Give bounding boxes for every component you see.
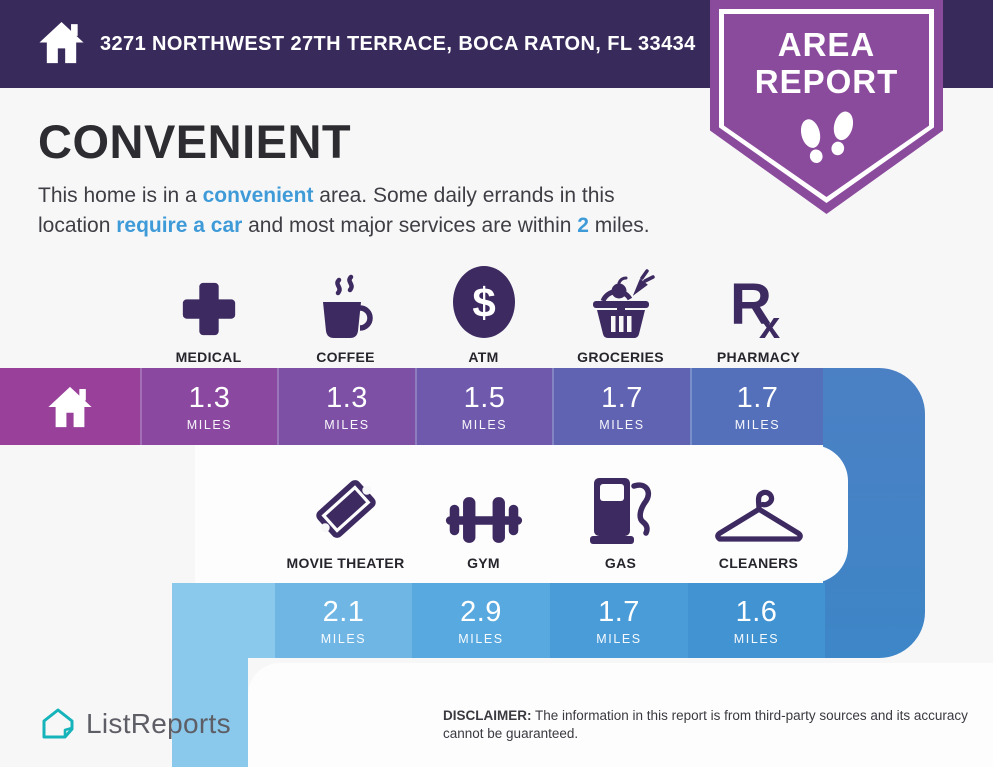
- distance-unit: MILES: [320, 631, 367, 646]
- summary-highlight: convenient: [202, 184, 314, 207]
- distance-unit: MILES: [596, 631, 642, 646]
- distance-unit: MILES: [599, 417, 645, 432]
- row2-card: [195, 445, 848, 583]
- poi-pharmacy: R x PHARMACY: [690, 256, 827, 365]
- distance-value: 2.1: [322, 595, 365, 628]
- distance-cell-gas: 1.7 MILES: [550, 583, 688, 658]
- distance-cell-groceries: 1.7 MILES: [552, 368, 690, 445]
- gas-pump-icon: [588, 462, 654, 546]
- summary-text: This home is in a convenient area. Some …: [38, 181, 698, 241]
- page-title: CONVENIENT: [38, 115, 352, 168]
- distance-cell-movie-theater: 2.1 MILES: [275, 583, 412, 658]
- distance-cell-coffee: 1.3 MILES: [277, 368, 415, 445]
- poi-label: GAS: [604, 555, 637, 571]
- summary-line1: This home is in a convenient area. Some …: [38, 181, 698, 211]
- poi-label: PHARMACY: [716, 349, 801, 365]
- summary-text-part: and most major services are within: [242, 214, 578, 237]
- poi-cleaners: CLEANERS: [690, 462, 827, 571]
- distance-unit: MILES: [733, 631, 780, 646]
- poi-movie-theater: MOVIE THEATER: [277, 462, 414, 571]
- summary-text-part: location: [38, 214, 117, 237]
- summary-line2: location require a car and most major se…: [38, 211, 698, 241]
- listreports-logo: ListReports: [40, 706, 231, 742]
- distance-value: 1.6: [735, 595, 778, 628]
- distance-unit: MILES: [458, 631, 504, 646]
- distance-value: 1.3: [326, 381, 368, 414]
- disclaimer-label: DISCLAIMER:: [443, 708, 532, 723]
- poi-label: CLEANERS: [718, 555, 799, 571]
- home-icon: [38, 20, 85, 65]
- summary-text-part: area. Some daily errands in this: [313, 184, 615, 207]
- coffee-cup-icon: [314, 256, 378, 340]
- atm-dollar-icon: $: [451, 256, 517, 340]
- poi-label: COFFEE: [316, 349, 375, 365]
- summary-highlight: 2: [577, 214, 589, 237]
- distance-value: 1.3: [188, 381, 231, 414]
- footer-card: [248, 663, 993, 767]
- home-icon: [48, 386, 92, 427]
- svg-text:$: $: [472, 279, 495, 326]
- distance-unit: MILES: [186, 417, 233, 432]
- distance-bar-2: 2.1 MILES 2.9 MILES 1.7 MILES 1.6 MILES: [0, 583, 993, 658]
- distance-value: 1.7: [598, 595, 640, 628]
- svg-text:R: R: [730, 272, 772, 337]
- listreports-house-icon: [42, 708, 74, 739]
- poi-gym: GYM: [415, 462, 552, 571]
- footprints-icon: [788, 108, 866, 176]
- distance-cell-cleaners: 1.6 MILES: [688, 583, 825, 658]
- distance-value: 1.7: [736, 381, 779, 414]
- badge-line1: AREA: [777, 26, 876, 63]
- summary-text-part: miles.: [588, 214, 650, 237]
- distance-unit: MILES: [734, 417, 781, 432]
- property-address: 3271 NORTHWEST 27TH TERRACE, BOCA RATON,…: [100, 32, 696, 55]
- medical-cross-icon: [178, 256, 240, 340]
- poi-medical: MEDICAL: [140, 256, 277, 365]
- hanger-icon: [713, 462, 805, 546]
- distance-value: 1.5: [463, 381, 506, 414]
- grocery-basket-icon: [583, 256, 659, 340]
- movie-ticket-icon: [309, 462, 383, 546]
- home-origin-cell: [0, 368, 140, 445]
- poi-label: MOVIE THEATER: [286, 555, 405, 571]
- distance-cell-atm: 1.5 MILES: [415, 368, 552, 445]
- distance-cell-pharmacy: 1.7 MILES: [690, 368, 823, 445]
- poi-label: GROCERIES: [577, 349, 664, 365]
- distance-cell-medical: 1.3 MILES: [140, 368, 277, 445]
- distance-unit: MILES: [461, 417, 508, 432]
- poi-groceries: GROCERIES: [552, 256, 689, 365]
- svg-text:x: x: [759, 305, 780, 340]
- badge-line2: REPORT: [754, 63, 899, 100]
- dumbbell-icon: [444, 462, 524, 546]
- distance-value: 1.7: [601, 381, 643, 414]
- poi-label: GYM: [467, 555, 500, 571]
- distance-bar-1: 1.3 MILES 1.3 MILES 1.5 MILES 1.7 MILES …: [0, 368, 993, 445]
- poi-atm: $ ATM: [415, 256, 552, 365]
- brand-name: ListReports: [86, 708, 231, 739]
- disclaimer-text: DISCLAIMER: The information in this repo…: [443, 707, 968, 742]
- distance-value: 2.9: [460, 595, 502, 628]
- distance-unit: MILES: [324, 417, 370, 432]
- poi-label: MEDICAL: [175, 349, 242, 365]
- poi-coffee: COFFEE: [277, 256, 414, 365]
- pharmacy-rx-icon: R x: [726, 256, 792, 340]
- poi-label: ATM: [468, 349, 499, 365]
- disclaimer-body: The information in this report is from t…: [443, 708, 968, 741]
- area-report-badge: AREA REPORT: [710, 0, 943, 214]
- summary-highlight: require a car: [116, 214, 243, 237]
- poi-gas: GAS: [552, 462, 689, 571]
- summary-text-part: This home is in a: [38, 184, 203, 207]
- distance-cell-gym: 2.9 MILES: [412, 583, 550, 658]
- flow-cap-left: [172, 583, 275, 658]
- badge-title: AREA REPORT: [710, 26, 943, 100]
